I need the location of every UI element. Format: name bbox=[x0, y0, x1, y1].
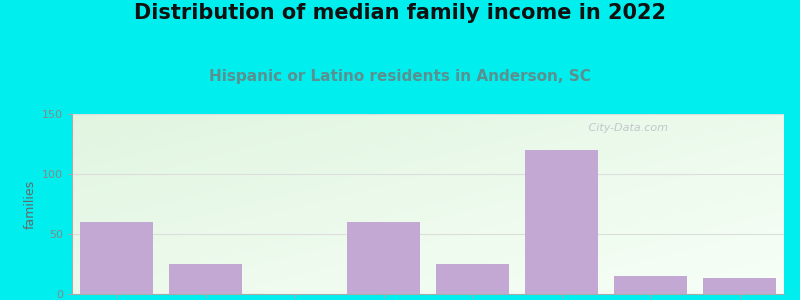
Bar bbox=[80, 222, 153, 294]
Bar bbox=[525, 150, 598, 294]
Bar bbox=[614, 276, 687, 294]
Text: Distribution of median family income in 2022: Distribution of median family income in … bbox=[134, 3, 666, 23]
Text: City-Data.com: City-Data.com bbox=[585, 123, 668, 133]
Y-axis label: families: families bbox=[23, 179, 37, 229]
Bar bbox=[347, 222, 420, 294]
Bar bbox=[169, 264, 242, 294]
Bar bbox=[436, 264, 509, 294]
Text: Hispanic or Latino residents in Anderson, SC: Hispanic or Latino residents in Anderson… bbox=[209, 69, 591, 84]
Bar bbox=[703, 278, 776, 294]
